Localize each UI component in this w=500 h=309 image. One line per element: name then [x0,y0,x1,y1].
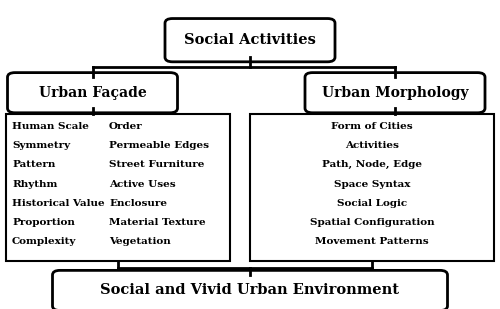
Text: Complexity: Complexity [12,237,76,246]
Bar [6,114,230,261]
Text: Enclosure: Enclosure [109,199,167,208]
Text: Spatial Configuration: Spatial Configuration [310,218,434,227]
Text: Historical Value: Historical Value [12,199,104,208]
Text: Rhythm: Rhythm [12,180,58,189]
FancyBboxPatch shape [165,19,335,62]
Text: Space Syntax: Space Syntax [334,180,410,189]
Text: Movement Patterns: Movement Patterns [315,237,429,246]
Text: Active Uses: Active Uses [109,180,176,189]
FancyBboxPatch shape [52,270,448,309]
Text: Urban Morphology: Urban Morphology [322,86,468,100]
FancyBboxPatch shape [305,73,485,113]
Text: Proportion: Proportion [12,218,75,227]
Text: Vegetation: Vegetation [109,237,171,246]
Bar [250,114,494,261]
Text: Social Activities: Social Activities [184,33,316,47]
Text: Permeable Edges: Permeable Edges [109,141,209,150]
Text: Symmetry: Symmetry [12,141,70,150]
Text: Pattern: Pattern [12,160,56,169]
Text: Activities: Activities [345,141,399,150]
Text: Social and Vivid Urban Environment: Social and Vivid Urban Environment [100,283,400,298]
Text: Human Scale: Human Scale [12,122,89,131]
Text: Form of Cities: Form of Cities [331,122,413,131]
FancyBboxPatch shape [8,73,177,113]
Text: Material Texture: Material Texture [109,218,206,227]
Text: Street Furniture: Street Furniture [109,160,204,169]
Text: Path, Node, Edge: Path, Node, Edge [322,160,422,169]
Text: Order: Order [109,122,143,131]
Text: Urban Façade: Urban Façade [38,86,146,100]
Text: Social Logic: Social Logic [337,199,407,208]
